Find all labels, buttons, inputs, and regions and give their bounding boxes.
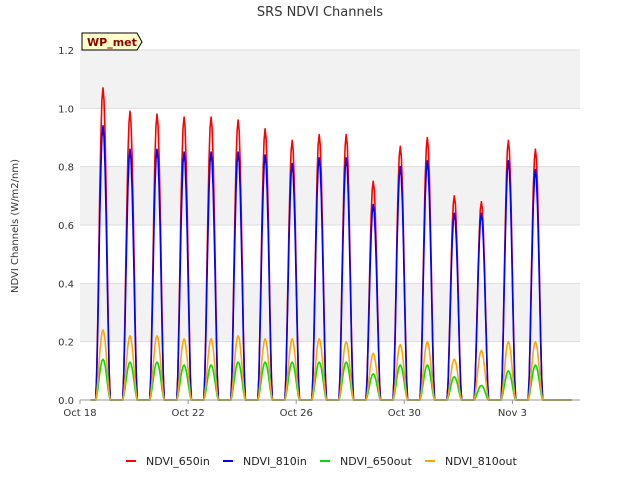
axes: 0.0 0.2 0.4 0.6 0.8 1.0 1.2 Oct 18 Oct 22 Oct 26 O… [58,46,580,419]
plot-background [80,49,580,401]
x-tick-label: Nov 3 [498,408,527,419]
badge-label: WP_met [87,36,137,49]
legend-label: NDVI_810out [445,455,517,468]
band [80,108,580,167]
y-tick-label: 0.4 [58,279,74,290]
legend-label: NDVI_650in [146,455,210,468]
y-tick-label: 1.2 [58,46,74,57]
legend-label: NDVI_650out [340,455,412,468]
chart-title: SRS NDVI Channels [257,5,383,20]
y-tick-label: 0.8 [58,163,74,174]
band [80,50,580,109]
x-tick-label: Oct 18 [63,408,96,419]
x-tick-label: Oct 30 [388,408,421,419]
annotation-badge: WP_met [81,32,143,51]
y-axis-label: NDVI Channels (W/m2/nm) [10,159,21,293]
legend-label: NDVI_810in [243,455,307,468]
band [80,166,580,225]
y-tick-label: 0.0 [58,396,74,407]
band [80,283,580,342]
x-tick-label: Oct 22 [172,408,205,419]
badge-shape [81,32,143,51]
x-tick-label: Oct 26 [280,408,313,419]
y-tick-label: 0.6 [58,221,74,232]
y-tick-label: 0.2 [58,338,74,349]
band [80,225,580,284]
y-tick-label: 1.0 [58,104,74,115]
legend: NDVI_650in NDVI_810in NDVI_650out NDVI_810o… [126,455,517,468]
